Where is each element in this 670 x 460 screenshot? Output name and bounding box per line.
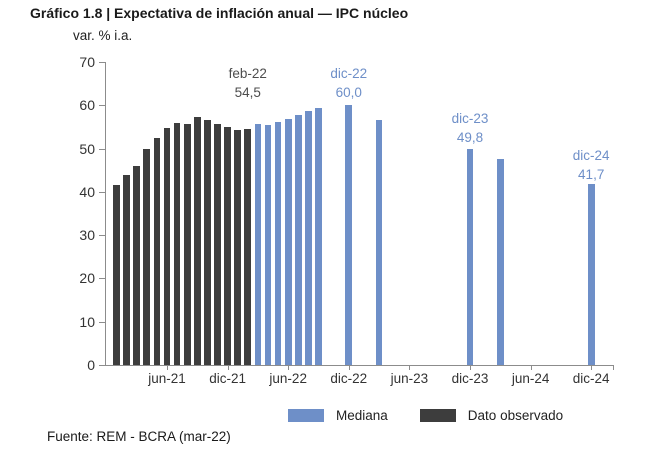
annotation-line: dic-23 bbox=[451, 111, 489, 126]
bar-dato-observado-jun-21 bbox=[163, 127, 171, 365]
x-tick-label: jun-23 bbox=[390, 371, 429, 386]
x-tick bbox=[470, 365, 471, 370]
y-tick bbox=[99, 148, 105, 150]
x-axis-line bbox=[105, 365, 613, 366]
x-tick-label: jun-22 bbox=[269, 371, 307, 386]
x-tick bbox=[348, 365, 350, 370]
y-tick-label: 70 bbox=[79, 54, 95, 70]
x-tick-label: dic-21 bbox=[209, 371, 246, 386]
annotation-line: 60,0 bbox=[335, 85, 362, 100]
y-tick bbox=[99, 235, 105, 237]
y-tick-label: 50 bbox=[79, 140, 95, 157]
y-tick bbox=[99, 62, 105, 63]
annotation-feb-22: feb-22 54,5 bbox=[203, 64, 293, 102]
bar-mediana-mar-24 bbox=[496, 158, 504, 365]
annotation-line: feb-22 bbox=[228, 66, 267, 81]
y-tick bbox=[99, 365, 105, 366]
annotation-line: dic-24 bbox=[572, 148, 610, 163]
x-tick-label: jun-24 bbox=[511, 371, 550, 386]
x-tick-label: jun-21 bbox=[148, 371, 186, 386]
x-tick bbox=[409, 365, 411, 370]
chart-title: Gráfico 1.8 | Expectativa de inflación a… bbox=[30, 5, 409, 21]
bar-mediana-dic-22 bbox=[345, 105, 353, 365]
annotation-line: 49,8 bbox=[456, 130, 484, 145]
x-tick-label: dic-22 bbox=[330, 371, 368, 386]
x-tick bbox=[591, 365, 593, 370]
bar-dato-observado-feb-22 bbox=[244, 129, 252, 365]
y-tick bbox=[99, 191, 105, 193]
bar-dato-observado-feb-21 bbox=[123, 174, 130, 365]
legend-swatch-mediana bbox=[288, 409, 324, 422]
annotation-dic-23: dic-23 49,8 bbox=[425, 109, 515, 147]
x-tick-label: dic-24 bbox=[572, 371, 610, 386]
bar-dato-observado-ene-22 bbox=[234, 130, 242, 365]
annotation-line: 41,7 bbox=[578, 167, 605, 182]
bar-dato-observado-sep-21 bbox=[193, 116, 201, 365]
bar-mediana-ago-22 bbox=[305, 110, 312, 365]
annotation-line: dic-22 bbox=[330, 66, 368, 81]
legend: Mediana Dato observado bbox=[288, 408, 563, 423]
bar-mediana-dic-24 bbox=[587, 184, 595, 365]
bar-dato-observado-oct-21 bbox=[204, 119, 211, 365]
legend-label-dato-observado: Dato observado bbox=[467, 408, 564, 423]
bar-mediana-may-22 bbox=[274, 121, 282, 365]
y-tick-label: 20 bbox=[79, 270, 95, 287]
x-tick bbox=[227, 365, 229, 370]
bar-dato-observado-ene-21 bbox=[113, 185, 120, 365]
x-tick-label: dic-23 bbox=[451, 371, 489, 386]
bar-dato-observado-abr-21 bbox=[143, 148, 151, 365]
y-tick-label: 30 bbox=[79, 227, 95, 244]
bar-dato-observado-mar-21 bbox=[133, 165, 141, 365]
bar-dato-observado-nov-21 bbox=[214, 124, 221, 365]
y-tick-label: 0 bbox=[87, 357, 95, 373]
x-tick bbox=[288, 365, 290, 370]
legend-swatch-dato-observado bbox=[419, 409, 456, 422]
bar-dato-observado-jul-21 bbox=[173, 123, 181, 365]
y-axis-units-label: var. % i.a. bbox=[73, 28, 133, 43]
x-axis-end-tick bbox=[613, 365, 614, 370]
bar-mediana-mar-22 bbox=[254, 123, 262, 365]
source-note: Fuente: REM - BCRA (mar-22) bbox=[47, 429, 231, 444]
bar-mediana-jul-22 bbox=[294, 115, 302, 365]
bar-mediana-abr-22 bbox=[264, 124, 272, 365]
annotation-dic-22: dic-22 60,0 bbox=[304, 64, 394, 102]
y-tick-label: 10 bbox=[79, 313, 95, 330]
bar-dato-observado-may-21 bbox=[153, 137, 161, 365]
annotation-line: 54,5 bbox=[234, 85, 261, 100]
y-axis-line bbox=[105, 62, 106, 365]
annotation-dic-24: dic-24 41,7 bbox=[546, 146, 636, 184]
y-tick bbox=[99, 105, 105, 107]
bar-mediana-mar-23 bbox=[375, 120, 383, 365]
y-tick bbox=[99, 321, 105, 323]
legend-label-mediana: Mediana bbox=[336, 408, 388, 423]
y-tick bbox=[99, 278, 105, 280]
bar-mediana-jun-22 bbox=[284, 119, 292, 365]
bar-mediana-sep-22 bbox=[315, 108, 322, 365]
bar-dato-observado-dic-21 bbox=[224, 126, 231, 365]
y-tick-label: 40 bbox=[79, 183, 95, 200]
bar-dato-observado-ago-21 bbox=[183, 124, 191, 365]
bar-mediana-dic-23 bbox=[466, 149, 474, 365]
x-tick bbox=[530, 365, 532, 370]
x-tick bbox=[167, 365, 168, 370]
y-tick-label: 60 bbox=[79, 97, 95, 114]
